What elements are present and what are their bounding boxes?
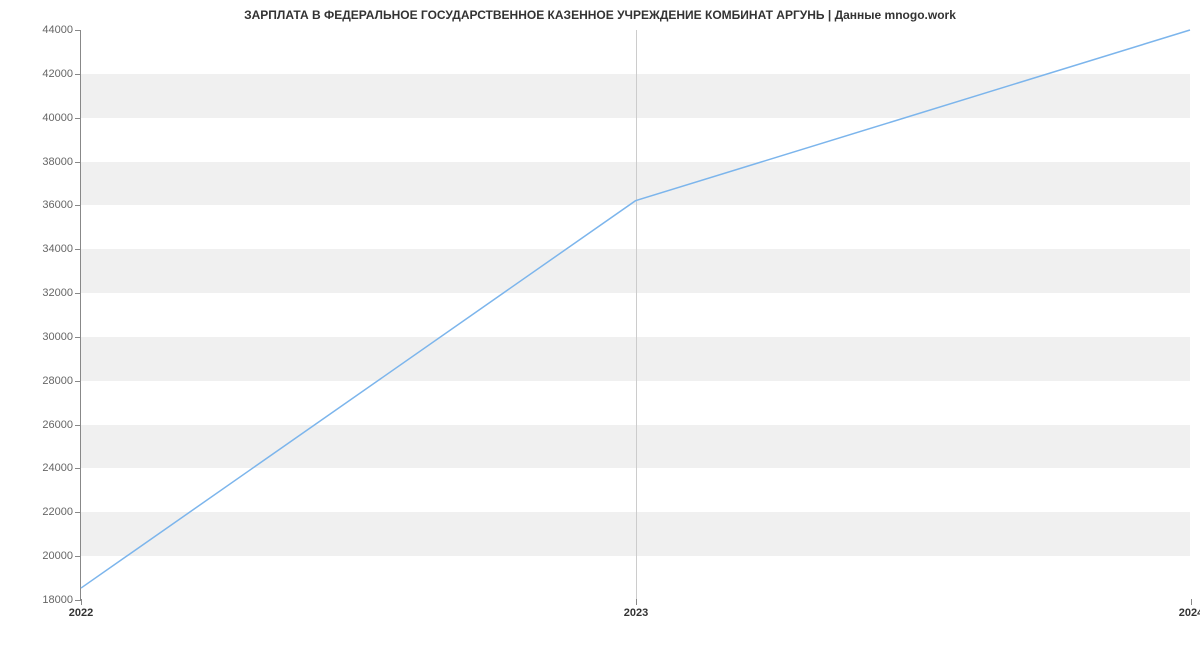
x-tick-label: 2022 (69, 599, 93, 619)
y-tick-label: 26000 (42, 419, 81, 431)
y-tick-label: 44000 (42, 24, 81, 36)
plot-area: 1800020000220002400026000280003000032000… (80, 30, 1190, 600)
y-tick-label: 32000 (42, 287, 81, 299)
chart-title: ЗАРПЛАТА В ФЕДЕРАЛЬНОЕ ГОСУДАРСТВЕННОЕ К… (0, 8, 1200, 22)
series-line-salary (81, 30, 1190, 588)
x-tick-label: 2023 (624, 599, 648, 619)
y-tick-label: 24000 (42, 462, 81, 474)
salary-line-chart: ЗАРПЛАТА В ФЕДЕРАЛЬНОЕ ГОСУДАРСТВЕННОЕ К… (0, 0, 1200, 650)
x-tick-label: 2024 (1179, 599, 1200, 619)
y-tick-label: 20000 (42, 550, 81, 562)
y-tick-label: 34000 (42, 243, 81, 255)
y-tick-label: 28000 (42, 375, 81, 387)
y-tick-label: 42000 (42, 68, 81, 80)
y-tick-label: 30000 (42, 331, 81, 343)
y-tick-label: 38000 (42, 156, 81, 168)
y-tick-label: 36000 (42, 199, 81, 211)
series-layer (81, 30, 1190, 599)
y-tick-label: 40000 (42, 112, 81, 124)
y-tick-label: 22000 (42, 506, 81, 518)
